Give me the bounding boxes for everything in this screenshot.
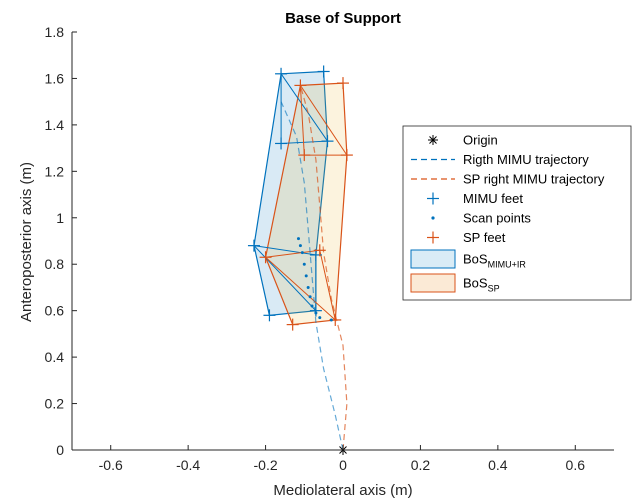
scan-point-8 bbox=[314, 311, 318, 315]
mimu-foot-0 bbox=[275, 67, 288, 80]
sp-right-mimu-trajectory bbox=[299, 85, 348, 451]
legend-label-main: BoS bbox=[463, 252, 488, 267]
legend-bosmimu-swatch bbox=[410, 249, 456, 269]
legend-label: Rigth MIMU trajectory bbox=[463, 152, 589, 167]
legend-label-subscript: MIMU+IR bbox=[488, 260, 527, 270]
legend-label-main: SP right MIMU trajectory bbox=[463, 172, 605, 187]
scan-point-10 bbox=[329, 318, 333, 322]
legend-label: Scan points bbox=[463, 211, 531, 226]
y-tick-label: 0.2 bbox=[45, 396, 65, 412]
legend-origin-marker bbox=[428, 135, 438, 145]
mimu-foot-1 bbox=[317, 65, 330, 78]
y-tick-label: 1.6 bbox=[45, 70, 65, 86]
sp-foot-1 bbox=[337, 77, 349, 90]
right-mimu-trajectory bbox=[280, 101, 344, 451]
legend-label: BoSMIMU+IR bbox=[463, 252, 526, 270]
legend-label: BoSSP bbox=[463, 276, 500, 294]
bos-inner-line-1 bbox=[253, 245, 317, 312]
y-axis-label: Anteroposterior axis (m) bbox=[18, 162, 35, 322]
scan-point-0 bbox=[296, 237, 300, 241]
legend-label-main: MIMU feet bbox=[463, 191, 523, 206]
legend-item-origin: Origin bbox=[428, 133, 498, 148]
legend-label-main: SP feet bbox=[463, 230, 506, 245]
scan-point-1 bbox=[298, 244, 302, 248]
mimu-foot-5 bbox=[309, 304, 322, 317]
chart-title: Base of Support bbox=[285, 10, 401, 27]
sp-foot-4 bbox=[259, 251, 272, 264]
legend-label-subscript: SP bbox=[488, 284, 500, 294]
x-tick-label: -0.4 bbox=[176, 457, 200, 473]
sp-foot-0 bbox=[294, 79, 307, 92]
axes: -0.6 -0.4 -0.2 0 0.2 0.4 0.6 0 0.2 0.4 0.6 0.8 1 1.2 1… bbox=[45, 24, 614, 473]
legend-label: SP right MIMU trajectory bbox=[463, 172, 605, 187]
legend-bossp-swatch bbox=[410, 273, 456, 293]
legend-item-bosmimu: BoSMIMU+IR bbox=[410, 249, 526, 270]
scan-point-6 bbox=[308, 295, 312, 299]
x-tick-label: 0.4 bbox=[488, 457, 508, 473]
sp-foot-2 bbox=[298, 149, 311, 162]
y-tick-label: 0.6 bbox=[45, 303, 65, 319]
sp-foot-5 bbox=[313, 244, 326, 257]
scan-point-5 bbox=[306, 285, 310, 289]
mimu-foot-3 bbox=[321, 135, 334, 148]
legend-box bbox=[402, 125, 632, 301]
legend: Origin Rigth MIMU trajectory SP right MIMU… bbox=[402, 125, 632, 301]
legend-item-spfeet: SP feet bbox=[427, 230, 506, 245]
bos-inner-line-0 bbox=[280, 73, 329, 145]
y-tick-label: 1.8 bbox=[45, 24, 65, 40]
legend-item-bossp: BoSSP bbox=[410, 273, 500, 294]
scan-point-2 bbox=[300, 251, 304, 255]
bos-inner-line-3 bbox=[265, 249, 337, 322]
mimu-foot-4 bbox=[247, 239, 260, 252]
legend-label: SP feet bbox=[463, 230, 506, 245]
sp-foot-3 bbox=[340, 149, 353, 162]
y-tick-label: 1.4 bbox=[45, 117, 65, 133]
legend-scan-marker bbox=[431, 216, 435, 220]
y-tick-label: 1.2 bbox=[45, 163, 65, 179]
y-tick-label: 0.8 bbox=[45, 256, 65, 272]
mimu-foot-6 bbox=[263, 309, 276, 322]
y-tick-label: 1 bbox=[56, 210, 64, 226]
legend-label-main: BoS bbox=[463, 276, 488, 291]
legend-mimufeet-marker bbox=[427, 192, 439, 205]
scan-point-4 bbox=[304, 274, 308, 278]
legend-label-main: Rigth MIMU trajectory bbox=[463, 152, 589, 167]
legend-item-sptraj: SP right MIMU trajectory bbox=[411, 172, 605, 187]
y-tick-label: 0 bbox=[56, 442, 64, 458]
legend-label-main: Scan points bbox=[463, 211, 531, 226]
x-tick-label: -0.6 bbox=[99, 457, 123, 473]
scan-point-9 bbox=[318, 316, 322, 320]
legend-item-scan: Scan points bbox=[431, 211, 531, 226]
y-tick-label: 0.4 bbox=[45, 349, 65, 365]
sp-foot-6 bbox=[286, 318, 299, 331]
legend-origin-marker-d bbox=[429, 136, 437, 144]
legend-item-mimufeet: MIMU feet bbox=[427, 191, 523, 206]
legend-spfeet-marker bbox=[427, 231, 439, 244]
x-tick-label: 0 bbox=[339, 457, 347, 473]
scan-point-7 bbox=[310, 304, 314, 308]
legend-label: Origin bbox=[463, 133, 498, 148]
x-axis-label: Mediolateral axis (m) bbox=[273, 482, 412, 499]
x-tick-label: 0.6 bbox=[566, 457, 586, 473]
bos-inner-line-2 bbox=[299, 85, 348, 156]
legend-label-main: Origin bbox=[463, 133, 498, 148]
legend-label: MIMU feet bbox=[463, 191, 523, 206]
x-tick-label: 0.2 bbox=[411, 457, 431, 473]
mimu-foot-2 bbox=[275, 137, 288, 150]
legend-item-rtraj: Rigth MIMU trajectory bbox=[411, 152, 589, 167]
x-tick-label: -0.2 bbox=[254, 457, 278, 473]
scan-point-3 bbox=[302, 262, 306, 266]
